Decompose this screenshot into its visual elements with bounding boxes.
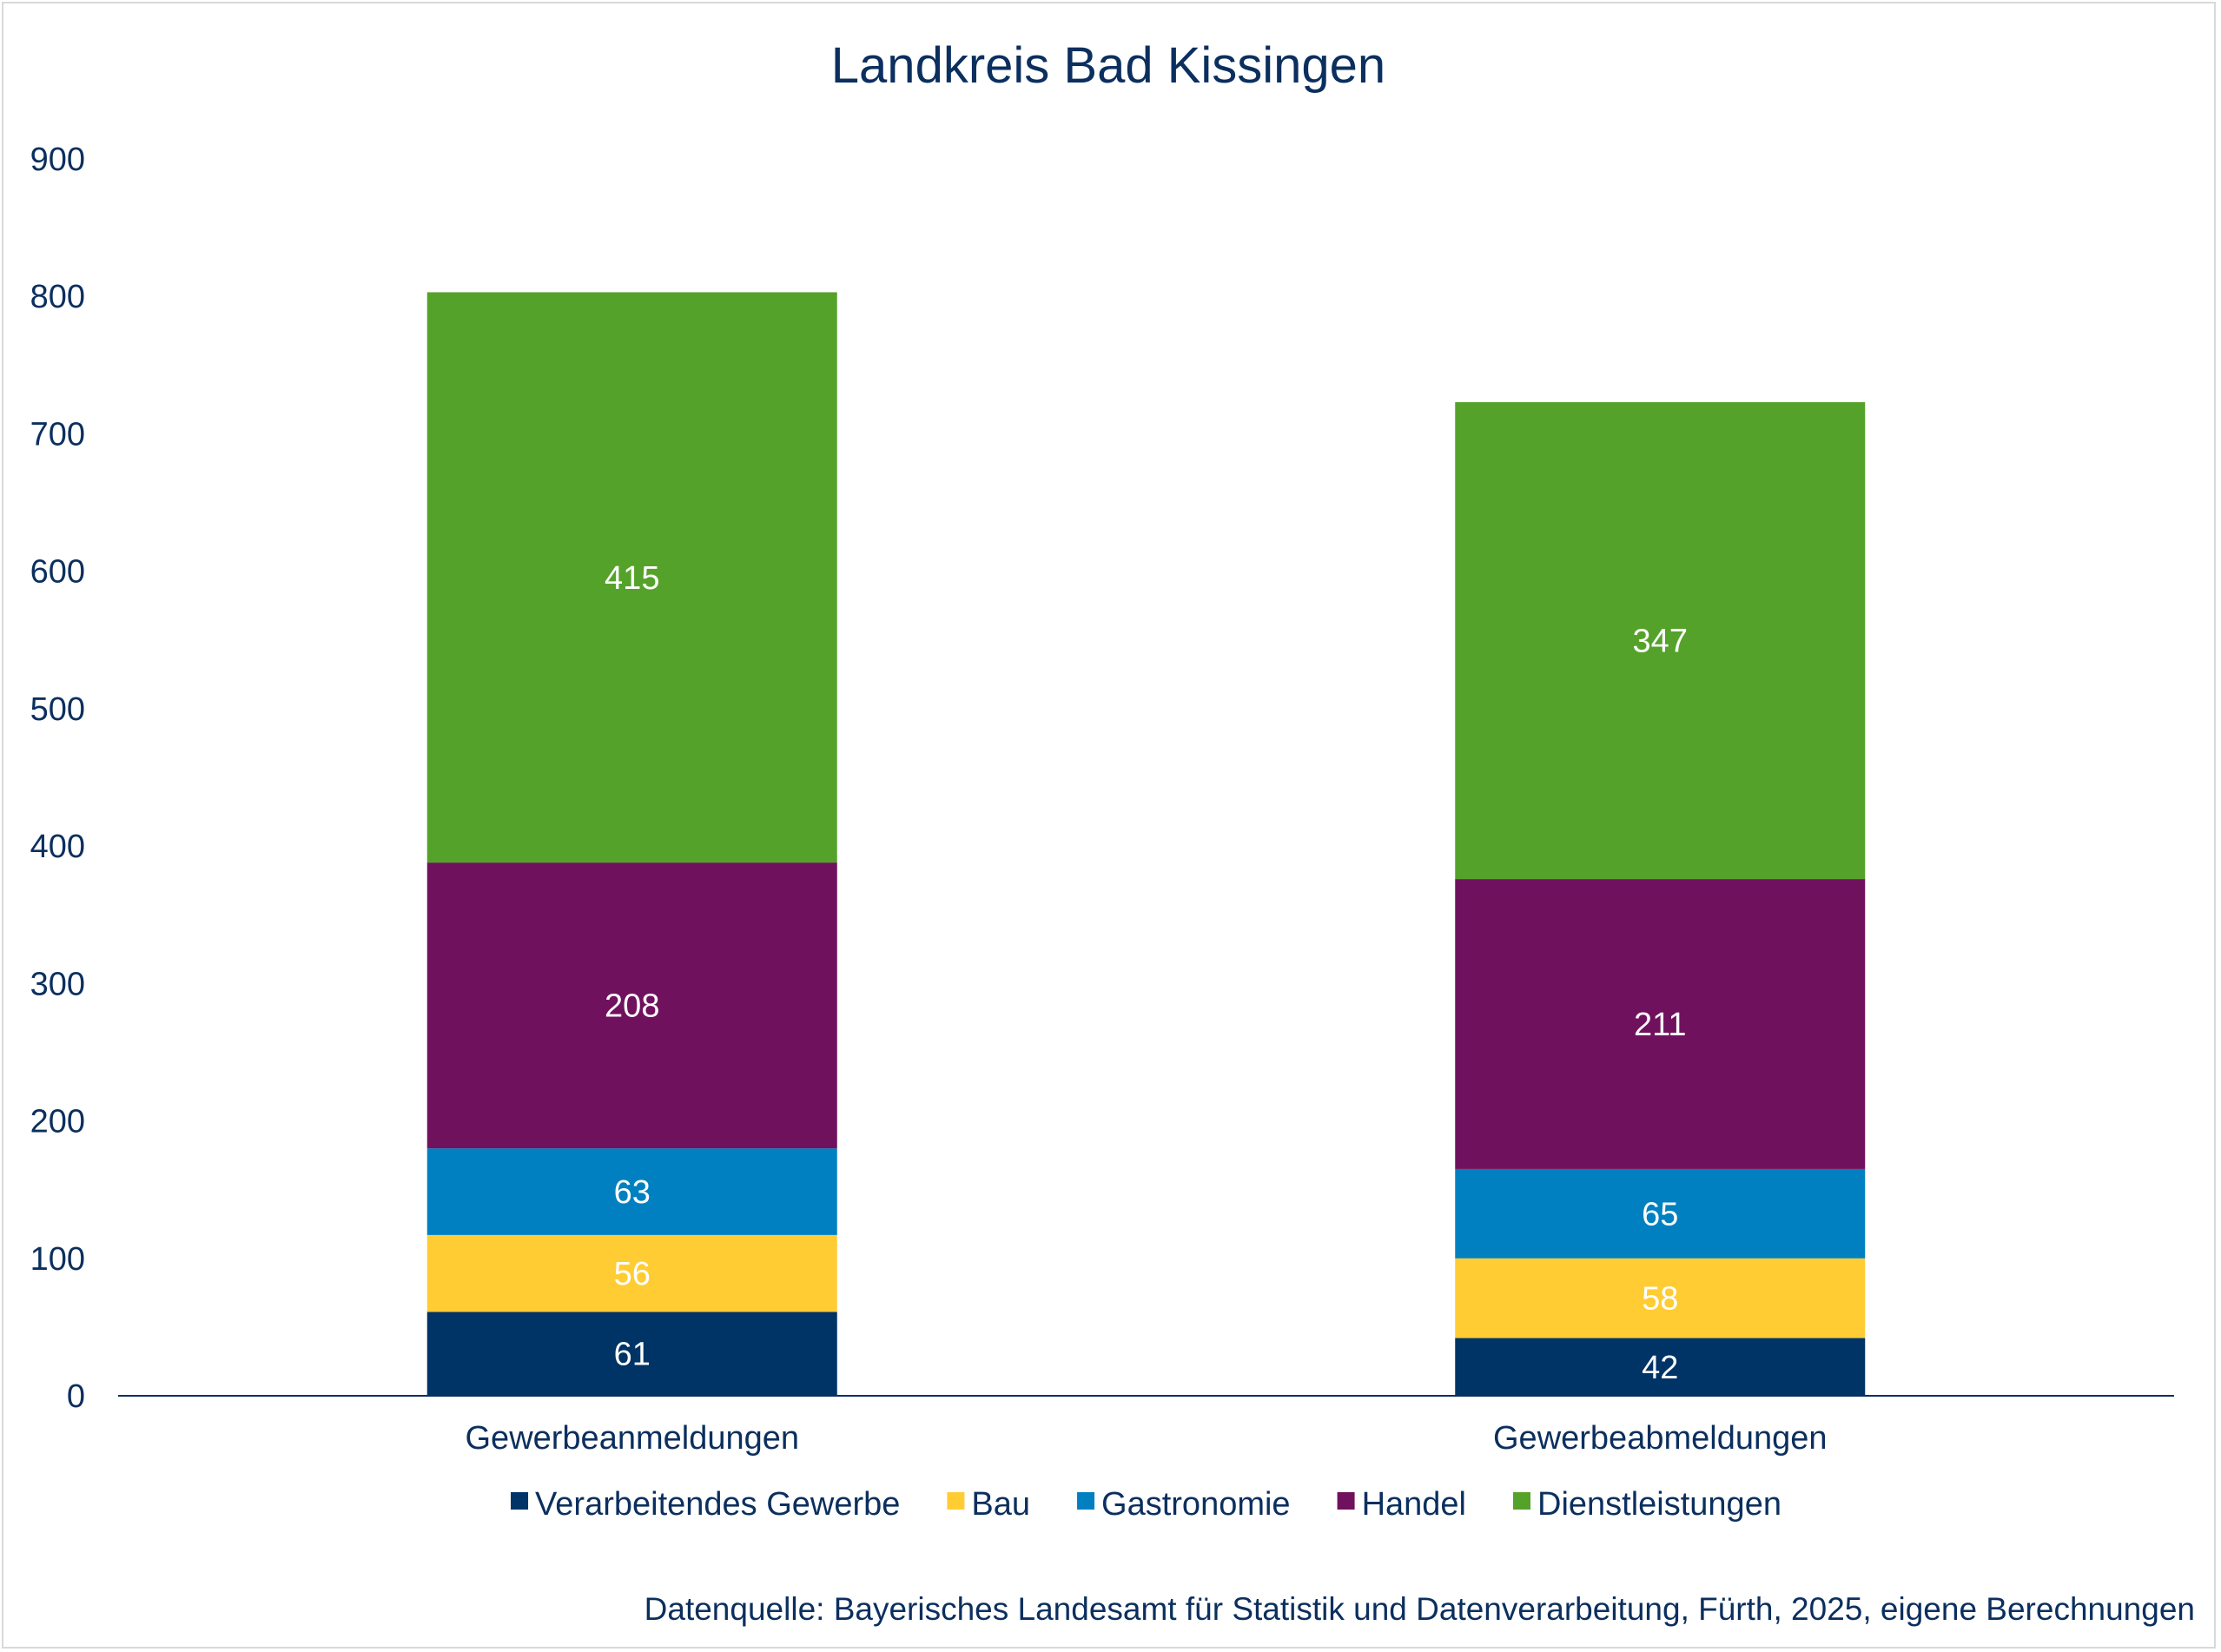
legend-swatch — [1077, 1492, 1095, 1510]
data-label: 65 — [1642, 1196, 1678, 1232]
data-label: 415 — [605, 560, 659, 597]
x-category-label: Gewerbeanmeldungen — [466, 1420, 800, 1457]
legend-label: Verarbeitendes Gewerbe — [535, 1486, 900, 1523]
data-label: 63 — [614, 1174, 651, 1211]
legend-label: Bau — [971, 1486, 1030, 1523]
x-category-label: Gewerbeabmeldungen — [1493, 1420, 1828, 1457]
y-tick-label: 600 — [30, 554, 85, 591]
y-tick-label: 300 — [30, 966, 85, 1002]
data-label: 211 — [1634, 1007, 1687, 1043]
y-tick-label: 800 — [30, 279, 85, 315]
legend-item: Handel — [1337, 1486, 1466, 1523]
legend-item: Verarbeitendes Gewerbe — [511, 1486, 900, 1523]
y-tick-label: 100 — [30, 1241, 85, 1278]
bar-segment — [426, 1312, 837, 1396]
y-axis: 0 100 200 300 400 500 600 700 800 900 — [30, 142, 85, 1415]
legend: Verarbeitendes Gewerbe Bau Gastronomie Hand… — [511, 1486, 1781, 1523]
bar-segment — [1455, 402, 1866, 880]
bars-layer: 61 56 63 208 415 42 58 65 211 347 — [426, 292, 1866, 1396]
legend-item: Bau — [947, 1486, 1030, 1523]
bar-segment — [426, 292, 837, 863]
data-label: 208 — [605, 988, 659, 1025]
legend-swatch — [1337, 1492, 1355, 1510]
y-tick-label: 700 — [30, 416, 85, 453]
data-label: 61 — [614, 1337, 651, 1373]
bar-segment — [1455, 879, 1866, 1169]
bar-segment — [426, 862, 837, 1149]
data-source-note: Datenquelle: Bayerisches Landesamt für S… — [644, 1591, 2195, 1627]
y-tick-label: 0 — [67, 1378, 85, 1415]
y-tick-label: 400 — [30, 829, 85, 865]
legend-label: Gastronomie — [1101, 1486, 1291, 1523]
legend-swatch — [947, 1492, 965, 1510]
data-label: 58 — [1642, 1281, 1678, 1318]
y-tick-label: 200 — [30, 1104, 85, 1140]
bar-segment — [1455, 1168, 1866, 1259]
x-axis-categories: Gewerbeanmeldungen Gewerbeabmeldungen — [466, 1420, 1828, 1457]
legend-label: Handel — [1362, 1486, 1466, 1523]
bar-segment — [426, 1234, 837, 1312]
data-label: 42 — [1642, 1350, 1678, 1386]
legend-swatch — [511, 1492, 529, 1510]
legend-swatch — [1513, 1492, 1530, 1510]
data-label: 347 — [1633, 624, 1688, 660]
chart-title: Landkreis Bad Kissingen — [831, 37, 1385, 94]
bar-segment — [1455, 1258, 1866, 1338]
y-tick-label: 900 — [30, 142, 85, 178]
legend-item: Gastronomie — [1077, 1486, 1291, 1523]
bar-segment — [1455, 1338, 1866, 1396]
data-label: 56 — [614, 1256, 651, 1292]
y-tick-label: 500 — [30, 691, 85, 728]
legend-item: Dienstleistungen — [1513, 1486, 1781, 1523]
legend-label: Dienstleistungen — [1537, 1486, 1781, 1523]
bar-segment — [426, 1148, 837, 1235]
